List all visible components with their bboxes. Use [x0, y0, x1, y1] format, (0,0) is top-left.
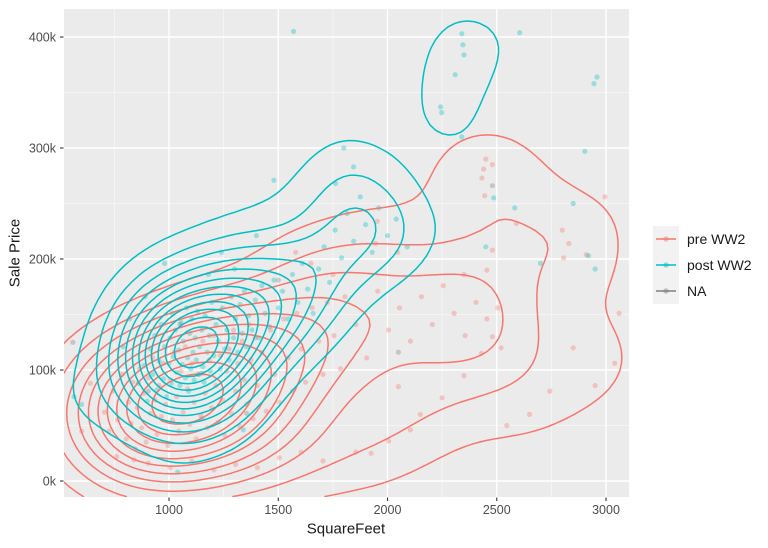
panel-background [64, 9, 629, 497]
svg-text:100k: 100k [29, 364, 57, 378]
x-tick-labels: 1000 1500 2000 2500 3000 [155, 503, 620, 517]
svg-text:0k: 0k [43, 475, 57, 489]
y-axis-title: Sale Price [6, 218, 24, 288]
legend-key-post-ww2 [653, 252, 679, 278]
svg-text:1000: 1000 [155, 503, 183, 517]
grid-major [64, 9, 629, 497]
legend-item-post-ww2: post WW2 [653, 252, 752, 278]
legend-label-post-ww2: post WW2 [687, 257, 752, 273]
legend-item-na: NA [653, 278, 752, 304]
svg-text:200k: 200k [29, 253, 57, 267]
density-contours-post-ww2 [72, 20, 500, 464]
svg-text:1500: 1500 [264, 503, 292, 517]
legend-key-na [653, 278, 679, 304]
y-tick-labels: 0k 100k 200k 300k 400k [29, 31, 57, 489]
x-axis-title: SquareFeet [306, 520, 386, 538]
svg-text:400k: 400k [29, 31, 57, 45]
legend-item-pre-ww2: pre WW2 [653, 226, 752, 252]
legend-label-na: NA [687, 283, 707, 299]
legend-key-pre-ww2 [653, 226, 679, 252]
grid-minor [64, 9, 629, 497]
svg-text:300k: 300k [29, 142, 57, 156]
legend: pre WW2 post WW2 NA [653, 226, 752, 304]
density-contours-layer [64, 20, 623, 497]
svg-text:3000: 3000 [592, 503, 620, 517]
legend-label-pre-ww2: pre WW2 [687, 231, 746, 247]
svg-text:2000: 2000 [374, 503, 402, 517]
svg-text:2500: 2500 [483, 503, 511, 517]
axis-ticks [60, 36, 607, 501]
